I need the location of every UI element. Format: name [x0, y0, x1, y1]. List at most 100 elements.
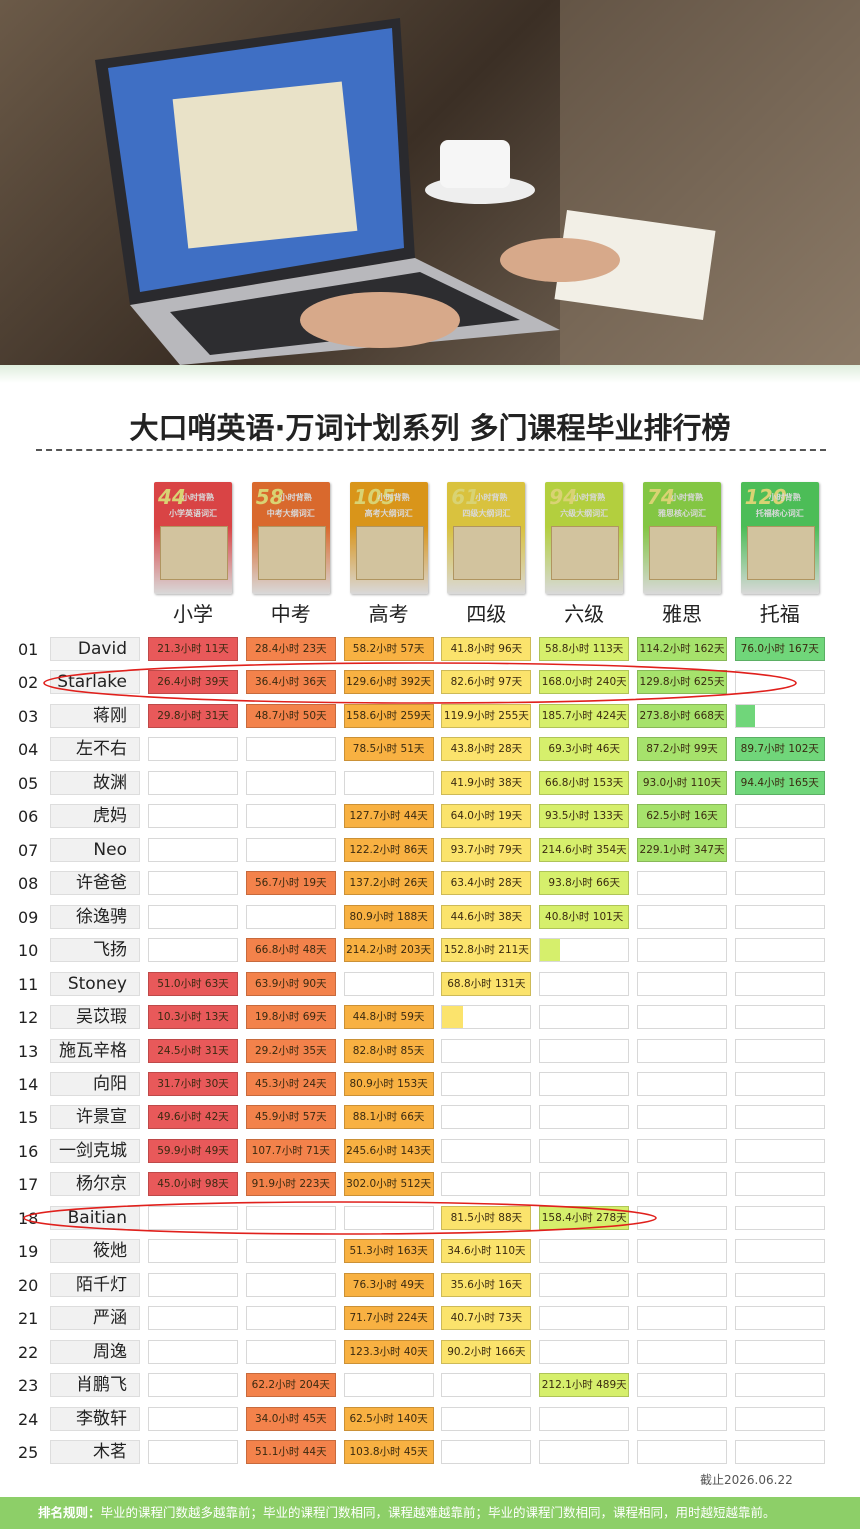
empty-cell — [637, 1339, 727, 1364]
cell: 34.6小时 110天 — [441, 1239, 532, 1264]
cell: 58.2小时 57天 — [343, 637, 434, 661]
name: 向阳 — [50, 1071, 140, 1096]
cell: 107.7小时 71天 — [245, 1138, 336, 1163]
cover-hours: 94 — [549, 485, 578, 509]
progress-cell — [734, 703, 825, 728]
book-cover: 61 小时背熟 四级大纲词汇 — [447, 482, 526, 594]
empty-cell — [148, 871, 238, 896]
rank: 07 — [18, 840, 39, 860]
empty-cell — [539, 1105, 630, 1130]
empty-cell — [245, 837, 336, 862]
empty-cell — [734, 1339, 825, 1364]
rank: 01 — [18, 640, 39, 659]
cell: 93.5小时 133天 — [539, 804, 630, 829]
empty-cell — [734, 1005, 825, 1030]
cell: 71.7小时 224天 — [343, 1306, 434, 1331]
cell: 41.9小时 38天 — [441, 770, 532, 795]
empty-cell — [734, 1306, 825, 1331]
cell: 45.3小时 24天 — [245, 1071, 336, 1096]
cell: 40.7小时 73天 — [441, 1306, 532, 1331]
column-header: 四级 — [466, 602, 507, 626]
title-underline — [36, 449, 826, 451]
book-cover: 58 小时背熟 中考大纲词汇 — [251, 482, 330, 594]
empty-cell — [245, 737, 336, 762]
empty-cell — [734, 1138, 825, 1163]
book-cover: 105 小时背熟 高考大纲词汇 — [349, 482, 428, 594]
empty-cell — [148, 1306, 238, 1331]
rank: 23 — [18, 1376, 39, 1396]
empty-cell — [539, 1406, 630, 1431]
empty-cell — [637, 1138, 727, 1163]
cell: 51.1小时 44天 — [245, 1440, 336, 1465]
cell: 48.7小时 50天 — [245, 703, 336, 728]
empty-cell — [637, 1306, 727, 1331]
name: 虎妈 — [50, 804, 140, 829]
book-cover: 74 小时背熟 雅思核心词汇 — [643, 482, 721, 594]
cell: 63.4小时 28天 — [441, 871, 532, 896]
cell: 62.5小时 16天 — [637, 804, 727, 829]
cell: 158.4小时 278天 — [539, 1205, 630, 1230]
progress-fill — [735, 704, 756, 727]
name: 飞扬 — [50, 938, 140, 963]
empty-cell — [734, 837, 825, 862]
cell: 58.8小时 113天 — [539, 637, 630, 661]
rank: 18 — [18, 1208, 39, 1228]
progress-cell — [539, 938, 630, 963]
empty-cell — [343, 1205, 434, 1230]
empty-cell — [539, 1272, 630, 1297]
cell: 229.1小时 347天 — [637, 837, 727, 862]
empty-cell — [245, 1339, 336, 1364]
cover-hours: 44 — [158, 485, 186, 509]
empty-cell — [637, 1440, 727, 1465]
cell: 63.9小时 90天 — [245, 971, 336, 996]
empty-cell — [245, 904, 336, 929]
name: 许爸爸 — [50, 871, 140, 896]
name: 许景宣 — [50, 1105, 140, 1130]
empty-cell — [734, 1440, 825, 1465]
rules-text: 毕业的课程门数越多越靠前；毕业的课程门数相同，课程越难越靠前；毕业的课程门数相同… — [100, 1505, 776, 1520]
empty-cell — [441, 1373, 532, 1398]
name: 左不右 — [50, 737, 140, 762]
cover-hours: 105 — [353, 485, 396, 509]
title: 大口哨英语·万词计划系列 多门课程毕业排行榜 — [129, 411, 731, 445]
cell: 69.3小时 46天 — [539, 737, 630, 762]
empty-cell — [734, 1205, 825, 1230]
cover-tag: 小时背熟 — [279, 493, 312, 502]
name: 故渊 — [50, 770, 140, 795]
rank: 19 — [18, 1242, 39, 1262]
empty-cell — [637, 871, 727, 896]
cell: 44.6小时 38天 — [441, 904, 532, 929]
rank: 10 — [18, 941, 39, 961]
empty-cell — [148, 1373, 238, 1398]
cell: 302.0小时 512天 — [343, 1172, 434, 1197]
empty-cell — [734, 1373, 825, 1398]
cell: 123.3小时 40天 — [343, 1339, 434, 1364]
name: 徐逸骋 — [50, 904, 140, 929]
empty-cell — [441, 1172, 532, 1197]
cover-hours: 61 — [451, 485, 480, 509]
empty-cell — [637, 938, 727, 963]
cell: 87.2小时 99天 — [637, 737, 727, 762]
empty-cell — [734, 804, 825, 829]
name: 一剑克城 — [50, 1138, 140, 1163]
cell: 66.8小时 153天 — [539, 770, 630, 795]
empty-cell — [245, 1205, 336, 1230]
cell: 137.2小时 26天 — [343, 871, 434, 896]
empty-cell — [734, 1406, 825, 1431]
book-cover: 94 小时背熟 六级大纲词汇 — [545, 482, 624, 594]
cell: 34.0小时 45天 — [245, 1406, 336, 1431]
cell: 214.2小时 203天 — [343, 938, 434, 963]
cover-art — [649, 526, 717, 580]
empty-cell — [734, 904, 825, 929]
empty-cell — [148, 804, 238, 829]
empty-cell — [245, 1239, 336, 1264]
empty-cell — [343, 971, 434, 996]
cell: 64.0小时 19天 — [441, 804, 532, 829]
cover-subtitle: 雅思核心词汇 — [658, 509, 706, 518]
empty-cell — [734, 1105, 825, 1130]
rules-bar: 排名规则：毕业的课程门数越多越靠前；毕业的课程门数相同，课程越难越靠前；毕业的课… — [0, 1497, 860, 1529]
empty-cell — [734, 971, 825, 996]
cover-tag: 小时背熟 — [573, 493, 606, 502]
empty-cell — [637, 971, 727, 996]
empty-cell — [637, 1272, 727, 1297]
